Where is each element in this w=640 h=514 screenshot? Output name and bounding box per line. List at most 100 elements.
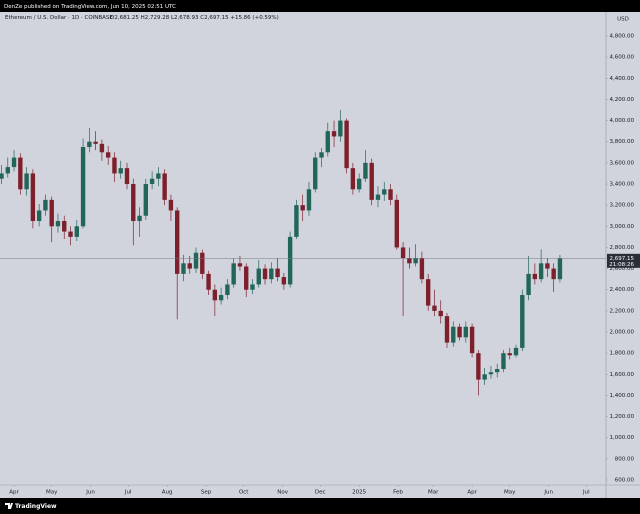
candle-body (5, 167, 10, 174)
candle-body (206, 273, 211, 290)
candle-body (457, 326, 462, 338)
y-tick-label: 3,400.00 (610, 182, 635, 188)
publisher: DenZe published on TradingView.com, Jun … (4, 4, 176, 10)
candle-body (313, 157, 318, 190)
symbol-title: Ethereum / U.S. Dollar · 1D · COINBASE (5, 15, 113, 21)
candle-body (87, 141, 92, 148)
candle-body (319, 152, 324, 158)
y-tick-label: 2,200.00 (610, 308, 635, 314)
candle-body (400, 247, 406, 259)
last-price-label: 2,697.15 (610, 256, 635, 262)
x-tick-label: May (46, 490, 58, 496)
candle-body (538, 263, 544, 280)
candle-body (162, 173, 167, 200)
candle-body (375, 194, 381, 200)
x-tick-label: Oct (239, 490, 249, 496)
candle-body (513, 347, 519, 356)
candle-body (237, 263, 243, 267)
candle-body (425, 279, 431, 306)
x-tick-label: Mar (428, 490, 439, 496)
candle-body (225, 284, 230, 296)
candle-body (294, 205, 299, 237)
y-tick-label: 600.00 (615, 478, 635, 484)
candle-body (407, 258, 412, 264)
y-tick-label: 2,000.00 (610, 330, 635, 336)
x-tick-label: Dec (315, 490, 326, 496)
candle-body (112, 157, 117, 174)
candle-body (495, 369, 500, 373)
candle-body (482, 374, 487, 380)
x-tick-label: Jul (124, 490, 132, 496)
y-tick-label: 3,600.00 (610, 160, 635, 166)
candle-body (438, 310, 443, 317)
candle-body (80, 147, 86, 227)
candle-body (49, 199, 54, 227)
plot (0, 110, 563, 396)
candle-body (369, 162, 374, 200)
candle-body (325, 131, 330, 153)
chart-background (0, 12, 640, 498)
y-tick-label: 4,200.00 (610, 97, 635, 103)
candle-body (476, 353, 481, 380)
brand: TradingView (15, 503, 57, 510)
candle-body (131, 184, 136, 222)
candle-body (118, 168, 123, 174)
candle-body (181, 263, 186, 274)
candle-body (174, 210, 180, 274)
y-tick-label: 1,200.00 (610, 414, 635, 420)
candle-body (250, 284, 255, 290)
x-tick-label: 2025 (352, 490, 366, 496)
currency: USD (617, 17, 629, 23)
candle-body (432, 305, 437, 311)
candle-body (363, 162, 368, 179)
y-tick-label: 4,000.00 (610, 118, 635, 124)
candle-body (551, 268, 556, 280)
x-tick-label: Jun (543, 490, 553, 496)
y-tick-label: 3,000.00 (610, 224, 635, 230)
candle-body (30, 173, 36, 222)
candle-body (300, 205, 305, 211)
footer (0, 498, 640, 514)
candle-body (520, 295, 525, 348)
ohlc-text: O2,681.25 H2,729.28 L2,678.93 C2,697.15 … (110, 15, 279, 21)
candle-body (382, 189, 387, 195)
candle-body (200, 252, 205, 274)
x-tick-label: Aug (162, 490, 173, 496)
candle-body (62, 221, 67, 232)
top-bar (0, 0, 640, 12)
candle-body (212, 289, 218, 301)
candle-body (488, 372, 494, 375)
y-tick-label: 2,600.00 (610, 266, 635, 272)
candle-body (526, 273, 531, 296)
candle-body (149, 178, 155, 185)
candle-body (394, 199, 400, 248)
candle-body (11, 157, 17, 168)
candle-body (99, 143, 105, 153)
candle-body (218, 295, 224, 301)
candle-body (244, 266, 249, 290)
candle-body (256, 268, 261, 285)
y-tick-label: 3,200.00 (610, 203, 635, 209)
candle-body (55, 221, 61, 227)
candle-body (275, 268, 280, 278)
x-tick-label: Feb (393, 490, 403, 496)
x-tick-label: Jul (582, 490, 590, 496)
candle-body (93, 141, 98, 144)
y-tick-label: 1,000.00 (610, 435, 635, 441)
y-tick-label: 1,600.00 (610, 372, 635, 378)
last-price-box (607, 253, 640, 268)
candle-body (74, 226, 79, 237)
candle-body (262, 268, 268, 280)
candle-body (36, 210, 42, 222)
x-tick-label: Apr (9, 490, 19, 496)
candle-body (419, 258, 425, 280)
candle-body (68, 231, 73, 237)
candle-body (350, 168, 356, 190)
candle-body (24, 173, 29, 190)
candle-body (18, 157, 23, 190)
x-tick-label: Apr (467, 490, 477, 496)
y-tick-label: 1,800.00 (610, 351, 635, 357)
candle-body (143, 184, 149, 216)
x-tick-label: Jun (85, 490, 95, 496)
candle-body (137, 215, 142, 222)
